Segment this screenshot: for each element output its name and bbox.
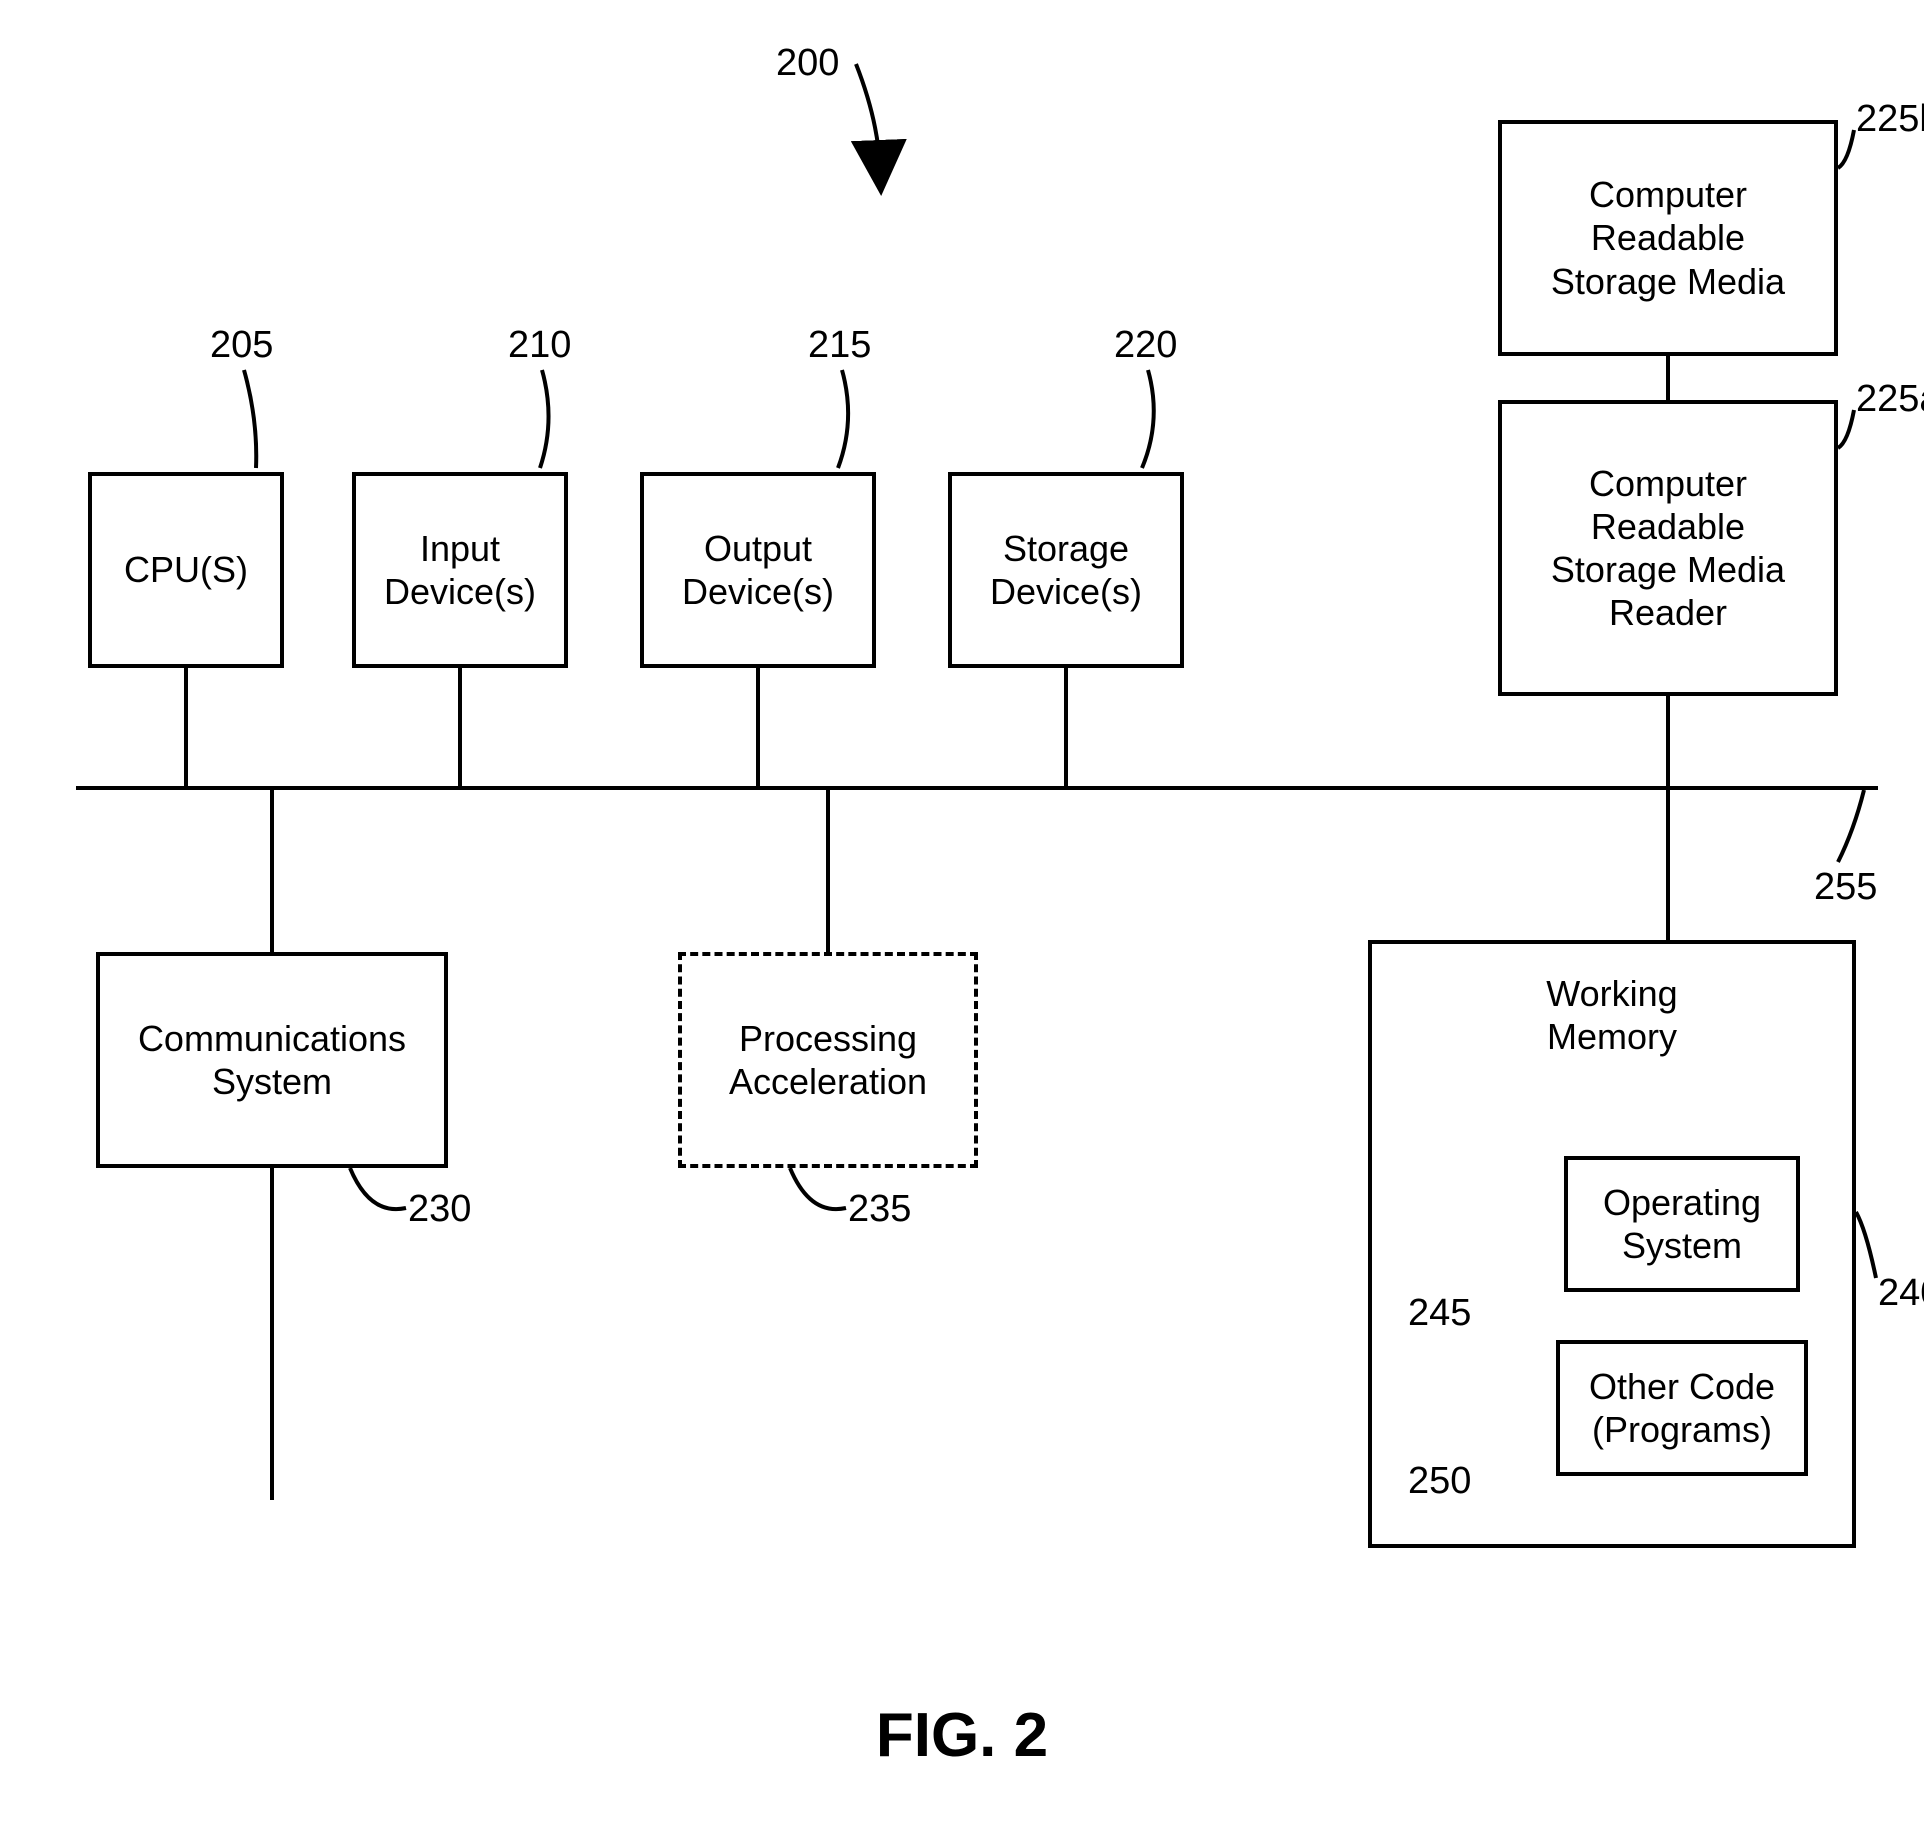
ref-label-230: 230 — [408, 1188, 471, 1231]
node-os-text: OperatingSystem — [1603, 1181, 1761, 1267]
ref-label-205: 205 — [210, 324, 273, 367]
node-processing-acceleration: ProcessingAcceleration — [678, 952, 978, 1168]
node-storage-media-reader: ComputerReadableStorage MediaReader — [1498, 400, 1838, 696]
ref-label-240: 240 — [1878, 1272, 1924, 1315]
node-communications-system: CommunicationsSystem — [96, 952, 448, 1168]
node-output-devices: OutputDevice(s) — [640, 472, 876, 668]
node-cpu: CPU(S) — [88, 472, 284, 668]
ref-label-225b: 225b — [1856, 98, 1924, 141]
ref-label-255: 255 — [1814, 866, 1877, 909]
node-storage-devices: StorageDevice(s) — [948, 472, 1184, 668]
ref-label-210: 210 — [508, 324, 571, 367]
node-media-text: ComputerReadableStorage Media — [1551, 173, 1785, 303]
figure-title: FIG. 2 — [0, 1700, 1924, 1771]
node-operating-system: OperatingSystem — [1564, 1156, 1800, 1292]
node-input-text: InputDevice(s) — [384, 527, 536, 613]
node-comm-text: CommunicationsSystem — [138, 1017, 406, 1103]
node-cpu-text: CPU(S) — [124, 548, 248, 591]
ref-label-220: 220 — [1114, 324, 1177, 367]
node-output-text: OutputDevice(s) — [682, 527, 834, 613]
ref-label-235: 235 — [848, 1188, 911, 1231]
node-storage-media: ComputerReadableStorage Media — [1498, 120, 1838, 356]
ref-label-215: 215 — [808, 324, 871, 367]
ref-label-245: 245 — [1408, 1292, 1471, 1335]
node-proc-accel-text: ProcessingAcceleration — [729, 1017, 927, 1103]
node-other-code: Other Code(Programs) — [1556, 1340, 1808, 1476]
node-storage-text: StorageDevice(s) — [990, 527, 1142, 613]
node-working-mem-label: WorkingMemory — [1546, 972, 1677, 1058]
ref-label-225a: 225a — [1856, 378, 1924, 421]
ref-label-200: 200 — [776, 42, 839, 85]
node-input-devices: InputDevice(s) — [352, 472, 568, 668]
diagram-canvas: CPU(S) InputDevice(s) OutputDevice(s) St… — [0, 0, 1924, 1832]
node-other-code-text: Other Code(Programs) — [1589, 1365, 1775, 1451]
node-media-reader-text: ComputerReadableStorage MediaReader — [1551, 462, 1785, 635]
ref-label-250: 250 — [1408, 1460, 1471, 1503]
